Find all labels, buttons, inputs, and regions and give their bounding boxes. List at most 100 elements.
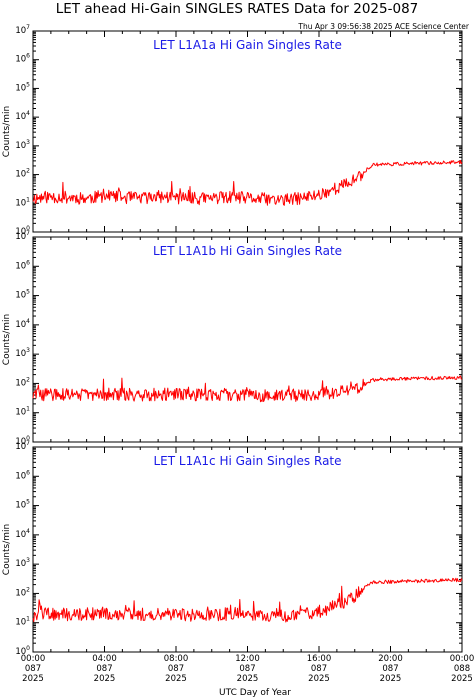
y-tick-base: 10	[15, 291, 26, 301]
y-tick-label: 107	[15, 230, 30, 242]
y-tick-base: 10	[15, 437, 26, 447]
y-tick-base: 10	[15, 227, 26, 237]
x-tick-label: 087	[25, 664, 41, 674]
series-line	[32, 160, 463, 206]
y-tick-label: 104	[15, 318, 30, 330]
x-tick-label: 12:00	[235, 654, 260, 664]
x-tick-label: 16:00	[307, 654, 332, 664]
x-tick-label: 00:00	[450, 654, 475, 664]
y-tick-label: 106	[15, 469, 30, 481]
y-tick-base: 10	[15, 647, 26, 657]
y-tick-label: 107	[15, 24, 30, 36]
y-tick-exponent: 7	[26, 230, 30, 237]
x-tick-label: 2025	[165, 674, 187, 684]
y-tick-base: 10	[15, 55, 26, 65]
panel-title: LET L1A1c Hi Gain Singles Rate	[153, 454, 341, 468]
y-tick-label: 104	[15, 110, 30, 122]
generation-timestamp: Thu Apr 3 09:56:38 2025 ACE Science Cent…	[297, 22, 470, 31]
y-tick-exponent: 6	[26, 259, 30, 266]
y-tick-label: 102	[15, 376, 30, 388]
x-tick-label: 20:00	[378, 654, 403, 664]
y-tick-label: 105	[15, 81, 30, 93]
y-tick-base: 10	[15, 170, 26, 180]
plot-frame	[32, 446, 463, 653]
figure-title: LET ahead Hi-Gain SINGLES RATES Data for…	[56, 1, 419, 17]
y-tick-base: 10	[15, 530, 26, 540]
y-tick-exponent: 4	[26, 110, 30, 117]
panel-title: LET L1A1a Hi Gain Singles Rate	[153, 38, 342, 52]
y-tick-exponent: 5	[26, 289, 30, 296]
panel-title: LET L1A1b Hi Gain Singles Rate	[153, 244, 342, 258]
y-tick-label: 100	[15, 435, 30, 447]
y-tick-label: 100	[15, 645, 30, 657]
y-tick-exponent: 3	[26, 557, 30, 564]
y-tick-base: 10	[15, 320, 26, 330]
y-tick-exponent: 3	[26, 139, 30, 146]
y-tick-base: 10	[15, 618, 26, 628]
x-axis-label: UTC Day of Year	[219, 688, 291, 698]
y-tick-exponent: 5	[26, 499, 30, 506]
x-tick-label: 2025	[94, 674, 116, 684]
series-line	[32, 577, 463, 623]
y-tick-exponent: 0	[26, 435, 30, 442]
y-tick-base: 10	[15, 261, 26, 271]
x-tick-label: 2025	[380, 674, 402, 684]
y-tick-exponent: 7	[26, 440, 30, 447]
x-tick-label: 2025	[308, 674, 330, 684]
y-tick-exponent: 6	[26, 469, 30, 476]
x-tick-label: 087	[168, 664, 184, 674]
y-tick-base: 10	[15, 442, 26, 452]
y-tick-label: 103	[15, 557, 30, 569]
y-tick-base: 10	[15, 588, 26, 598]
y-tick-exponent: 1	[26, 616, 30, 623]
y-tick-base: 10	[15, 232, 26, 242]
x-tick-label: 2025	[237, 674, 259, 684]
y-tick-base: 10	[15, 501, 26, 511]
y-axis-label: Counts/min	[2, 314, 12, 365]
y-tick-label: 101	[15, 616, 30, 628]
plot-frame	[32, 30, 463, 233]
y-tick-label: 103	[15, 139, 30, 151]
y-tick-exponent: 6	[26, 53, 30, 60]
x-tick-label: 04:00	[92, 654, 117, 664]
y-tick-label: 103	[15, 347, 30, 359]
y-tick-base: 10	[15, 141, 26, 151]
x-tick-label: 087	[382, 664, 398, 674]
y-axis-label: Counts/min	[2, 106, 12, 157]
y-tick-base: 10	[15, 408, 26, 418]
x-tick-label: 2025	[451, 674, 473, 684]
y-tick-exponent: 4	[26, 318, 30, 325]
x-tick-label: 088	[454, 664, 470, 674]
y-tick-exponent: 4	[26, 528, 30, 535]
x-tick-label: 08:00	[164, 654, 189, 664]
x-tick-label: 087	[239, 664, 255, 674]
y-tick-label: 106	[15, 259, 30, 271]
y-tick-label: 105	[15, 499, 30, 511]
y-tick-label: 101	[15, 406, 30, 418]
y-tick-base: 10	[15, 198, 26, 208]
y-tick-base: 10	[15, 349, 26, 359]
plot-frame	[32, 236, 463, 443]
y-tick-exponent: 2	[26, 168, 30, 175]
y-tick-exponent: 5	[26, 81, 30, 88]
y-tick-exponent: 1	[26, 196, 30, 203]
x-tick-label: 087	[96, 664, 112, 674]
y-tick-base: 10	[15, 559, 26, 569]
y-tick-label: 100	[15, 225, 30, 237]
y-axis-label: Counts/min	[2, 524, 12, 575]
y-tick-label: 102	[15, 168, 30, 180]
y-tick-exponent: 7	[26, 24, 30, 31]
y-tick-label: 101	[15, 196, 30, 208]
y-tick-base: 10	[15, 378, 26, 388]
y-tick-label: 105	[15, 289, 30, 301]
y-tick-exponent: 3	[26, 347, 30, 354]
y-tick-label: 107	[15, 440, 30, 452]
x-tick-label: 2025	[22, 674, 44, 684]
series-line	[32, 375, 463, 403]
y-tick-label: 106	[15, 53, 30, 65]
y-tick-exponent: 0	[26, 225, 30, 232]
x-tick-labels: 00:00087202504:00087202508:00087202512:0…	[21, 654, 475, 684]
